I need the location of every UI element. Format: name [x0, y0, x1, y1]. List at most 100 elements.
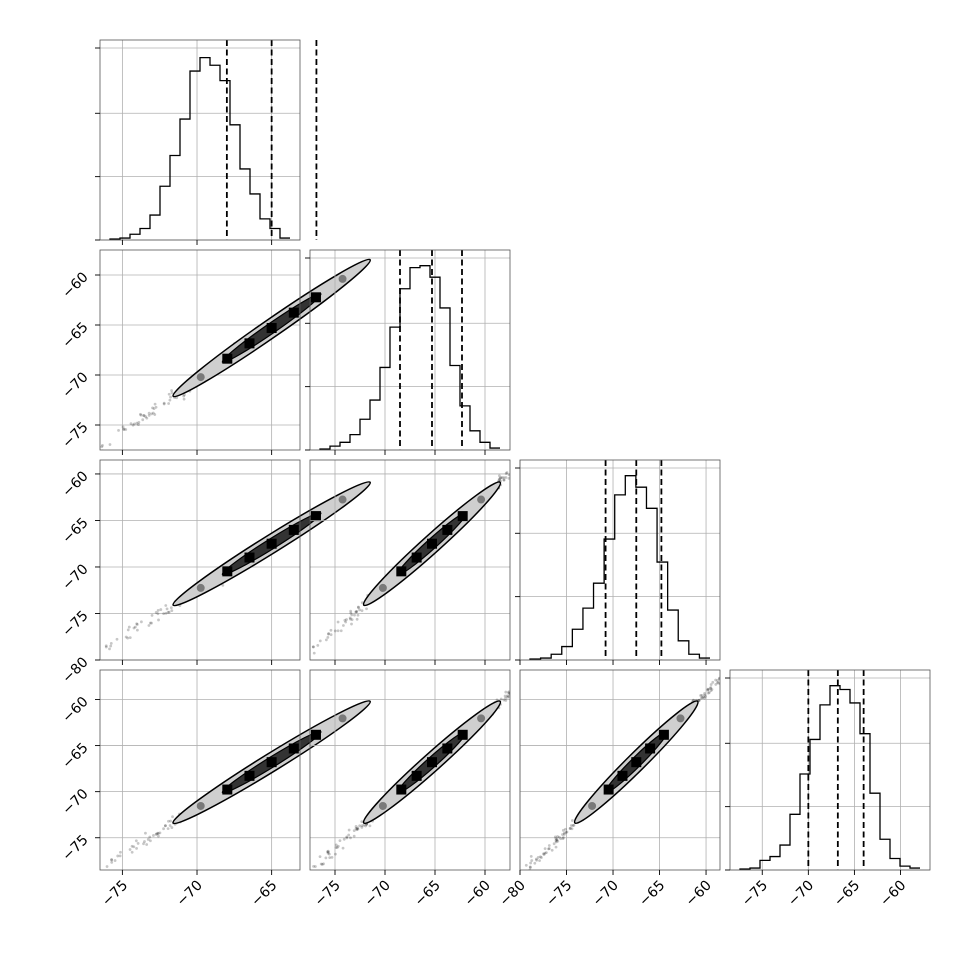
- sample-point: [162, 827, 165, 831]
- sample-point: [531, 454, 534, 457]
- sample-point: [542, 852, 545, 856]
- sample-point: [154, 611, 158, 614]
- sample-point: [502, 698, 506, 702]
- sample-point: [409, 226, 412, 229]
- sample-point: [162, 402, 166, 406]
- density-peak: [645, 743, 656, 754]
- density-peak: [396, 566, 407, 577]
- sample-point: [557, 432, 560, 435]
- sample-point: [723, 675, 726, 678]
- y-tick-label: −60: [59, 468, 91, 500]
- sample-point: [533, 674, 536, 677]
- density-shoulder: [196, 583, 205, 592]
- sample-point: [554, 837, 558, 841]
- sample-point: [405, 678, 408, 681]
- sample-point: [135, 623, 139, 626]
- sample-point: [169, 606, 173, 610]
- sample-point: [85, 457, 88, 460]
- density-peak: [266, 538, 277, 549]
- density-peak: [310, 511, 321, 522]
- sample-point: [493, 624, 496, 627]
- sample-point: [717, 677, 720, 681]
- sample-point: [557, 649, 560, 652]
- sample-point: [522, 680, 525, 683]
- x-tick-label: −75: [312, 878, 344, 910]
- sample-point: [517, 462, 520, 465]
- sample-point: [156, 608, 160, 612]
- sample-point: [143, 840, 146, 843]
- sample-point: [438, 654, 441, 657]
- sample-point: [380, 475, 383, 478]
- sample-point: [507, 694, 510, 698]
- sample-point: [142, 842, 145, 846]
- sample-point: [528, 866, 532, 869]
- sample-point: [526, 677, 529, 680]
- sample-point: [353, 613, 356, 617]
- sample-point: [395, 467, 398, 470]
- sample-point: [542, 442, 545, 445]
- sample-point: [448, 651, 451, 654]
- sample-point: [529, 457, 532, 460]
- sample-point: [473, 421, 476, 424]
- sample-point: [370, 478, 373, 481]
- density-shoulder: [378, 583, 387, 592]
- panel-frame: [99, 669, 301, 871]
- sample-point: [498, 474, 501, 478]
- sample-point: [333, 629, 337, 633]
- y-tick-label: −80: [59, 654, 91, 686]
- sample-point: [164, 824, 167, 828]
- sample-point: [406, 452, 409, 455]
- sample-point: [164, 611, 168, 615]
- sample-point: [523, 679, 526, 682]
- sample-point: [706, 691, 710, 695]
- sample-point: [304, 661, 307, 664]
- sample-point: [428, 219, 431, 222]
- sample-point: [504, 472, 508, 475]
- sample-point: [113, 859, 117, 862]
- sample-point: [131, 423, 135, 427]
- sample-point: [471, 416, 474, 419]
- sample-point: [350, 622, 353, 626]
- sample-point: [101, 443, 104, 447]
- sample-point: [428, 441, 431, 444]
- sample-point: [423, 220, 426, 223]
- sample-point: [156, 831, 160, 835]
- sample-point: [562, 831, 566, 835]
- sample-point: [568, 827, 572, 830]
- sample-point: [51, 896, 54, 899]
- sample-point: [368, 479, 371, 482]
- sample-point: [412, 672, 415, 675]
- sample-point: [427, 664, 430, 667]
- sample-point: [388, 689, 391, 692]
- sample-point: [182, 397, 186, 401]
- sample-point: [455, 648, 458, 651]
- density-peak: [222, 353, 233, 364]
- sample-point: [95, 450, 98, 453]
- sample-point: [360, 609, 364, 613]
- density-peak: [288, 743, 299, 754]
- sample-point: [329, 628, 333, 632]
- sample-point: [523, 681, 526, 684]
- sample-point: [419, 452, 422, 455]
- sample-point: [393, 469, 396, 472]
- sample-point: [150, 621, 153, 625]
- sample-point: [810, 590, 813, 593]
- sample-point: [45, 485, 48, 488]
- sample-point: [373, 700, 376, 703]
- sample-point: [334, 843, 338, 847]
- sample-point: [511, 472, 514, 475]
- sample-point: [537, 449, 540, 452]
- sample-point: [733, 665, 736, 668]
- sample-point: [396, 462, 399, 465]
- sample-point: [371, 479, 374, 482]
- sample-point: [498, 476, 502, 480]
- sample-point: [394, 236, 397, 239]
- sample-point: [462, 202, 465, 205]
- sample-point: [387, 687, 390, 690]
- sample-point: [555, 838, 559, 842]
- sample-point: [379, 694, 382, 697]
- sample-point: [318, 855, 322, 859]
- sample-point: [525, 457, 528, 460]
- density-shoulder: [588, 801, 597, 810]
- sample-point: [544, 851, 548, 855]
